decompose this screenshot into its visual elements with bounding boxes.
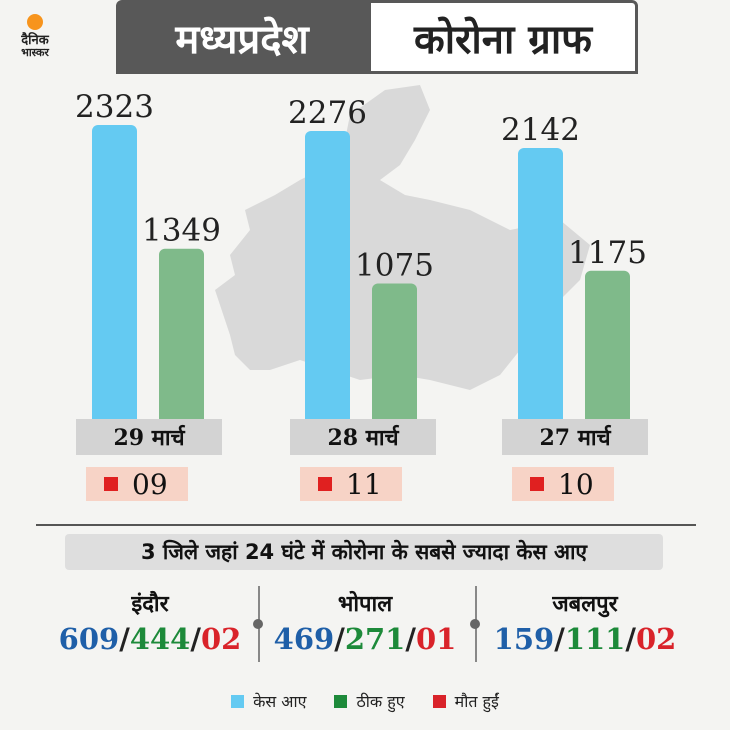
districts-heading: 3 जिले जहां 24 घंटे में कोरोना के सबसे ज… xyxy=(65,534,663,570)
separator-dot xyxy=(470,619,480,629)
legend-label: केस आए xyxy=(253,692,307,711)
district-name: जबलपुर xyxy=(552,592,618,617)
bar-cases-0 xyxy=(92,125,137,426)
bar-recovered-1 xyxy=(372,283,417,426)
legend-label: मौत हुईं xyxy=(454,692,499,711)
tick-label-0: 29 मार्च xyxy=(76,419,222,455)
legend-swatch xyxy=(432,694,446,708)
district-name: भोपाल xyxy=(337,592,393,617)
deaths-box-1: 11 xyxy=(300,467,402,501)
district-bhopal: भोपाल 469/271/01 xyxy=(255,588,475,656)
legend-swatch xyxy=(334,694,348,708)
data-label-recovered-2: 1175 xyxy=(568,235,647,271)
sun-icon xyxy=(27,14,43,30)
bar-chart: 2323 1349 2276 1075 2142 1175 xyxy=(75,89,647,427)
data-label-cases-2: 2142 xyxy=(501,112,580,148)
dainik-bhaskar-logo: दैनिक भास्कर xyxy=(10,12,60,62)
legend-item-deaths: मौत हुईं xyxy=(432,690,499,712)
bar-cases-2 xyxy=(518,147,563,427)
district-deaths: 02 xyxy=(200,622,242,656)
legend-swatch xyxy=(231,694,245,708)
district-cases: 609 xyxy=(58,622,120,656)
legend-item-recovered: ठीक हुए xyxy=(334,690,405,712)
district-cases: 469 xyxy=(273,622,335,656)
deaths-square-icon xyxy=(318,477,332,491)
data-label-cases-0: 2323 xyxy=(75,89,154,125)
legend-item-cases: केस आए xyxy=(231,690,306,712)
district-deaths: 02 xyxy=(635,622,677,656)
logo-line2: भास्कर xyxy=(21,46,49,59)
deaths-value-1: 11 xyxy=(346,467,382,501)
legend: केस आए ठीक हुए मौत हुईं xyxy=(0,690,730,712)
district-name: इंदौर xyxy=(131,592,169,617)
district-jabalpur: जबलपुर 159/111/02 xyxy=(475,588,695,656)
title-state: मध्यप्रदेश xyxy=(116,0,368,74)
section-divider xyxy=(36,524,696,526)
district-deaths: 01 xyxy=(415,622,457,656)
data-label-recovered-1: 1075 xyxy=(355,247,434,283)
deaths-box-0: 09 xyxy=(86,467,188,501)
bar-recovered-0 xyxy=(159,248,204,426)
district-stats: 469/271/01 xyxy=(273,622,457,656)
tick-label-1: 28 मार्च xyxy=(290,419,436,455)
separator-dot xyxy=(253,619,263,629)
deaths-square-icon xyxy=(530,477,544,491)
bar-cases-1 xyxy=(305,130,350,427)
bar-recovered-2 xyxy=(585,270,630,426)
district-stats: 159/111/02 xyxy=(493,622,677,656)
logo-line1: दैनिक xyxy=(21,33,49,48)
district-recovered: 271 xyxy=(344,622,406,656)
district-recovered: 444 xyxy=(129,622,191,656)
tick-label-2: 27 मार्च xyxy=(502,419,648,455)
deaths-square-icon xyxy=(104,477,118,491)
data-label-cases-1: 2276 xyxy=(288,95,367,131)
legend-label: ठीक हुए xyxy=(356,692,405,711)
data-label-recovered-0: 1349 xyxy=(142,213,221,249)
district-indore: इंदौर 609/444/02 xyxy=(40,588,260,656)
district-cases: 159 xyxy=(493,622,555,656)
district-stats: 609/444/02 xyxy=(58,622,242,656)
district-recovered: 111 xyxy=(564,622,626,656)
title-graph: कोरोना ग्राफ xyxy=(368,0,638,74)
deaths-value-0: 09 xyxy=(132,467,168,501)
deaths-box-2: 10 xyxy=(512,467,614,501)
deaths-value-2: 10 xyxy=(558,467,594,501)
